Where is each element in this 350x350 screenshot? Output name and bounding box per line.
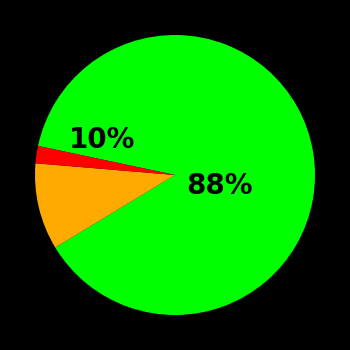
Wedge shape [35,146,175,175]
Wedge shape [38,35,315,315]
Wedge shape [35,163,175,247]
Text: 88%: 88% [187,172,253,200]
Text: 10%: 10% [69,126,135,154]
